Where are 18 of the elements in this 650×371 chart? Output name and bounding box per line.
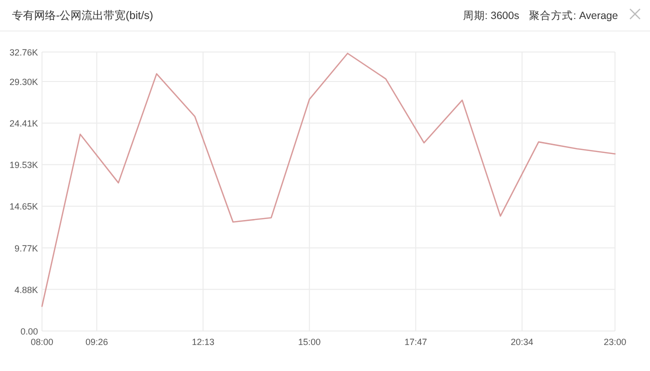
y-tick-label: 14.65K (9, 202, 38, 212)
x-tick-label: 20:34 (510, 337, 534, 347)
y-tick-label: 29.30K (9, 76, 38, 87)
chart-title: 专有网络-公网流出带宽(bit/s) (12, 9, 154, 22)
x-tick-label: 08:00 (30, 337, 54, 347)
y-tick-label: 4.88K (14, 284, 38, 295)
text: 聚合方式: Average (529, 9, 618, 22)
x-tick-label: 15:00 (298, 337, 321, 347)
y-tick-label: 19.53K (9, 160, 38, 170)
x-tick-label: 09:26 (85, 337, 108, 347)
y-tick-label: 24.41K (9, 118, 38, 129)
text: 周期: 3600s (462, 10, 520, 22)
y-tick-label: 0.00 (20, 326, 38, 336)
x-tick-label: 23:00 (604, 337, 626, 347)
y-tick-label: 9.77K (14, 243, 38, 254)
x-tick-label: 17:47 (404, 337, 427, 347)
x-tick-label: 12:13 (192, 337, 214, 347)
y-tick-label: 32.76K (9, 48, 38, 58)
